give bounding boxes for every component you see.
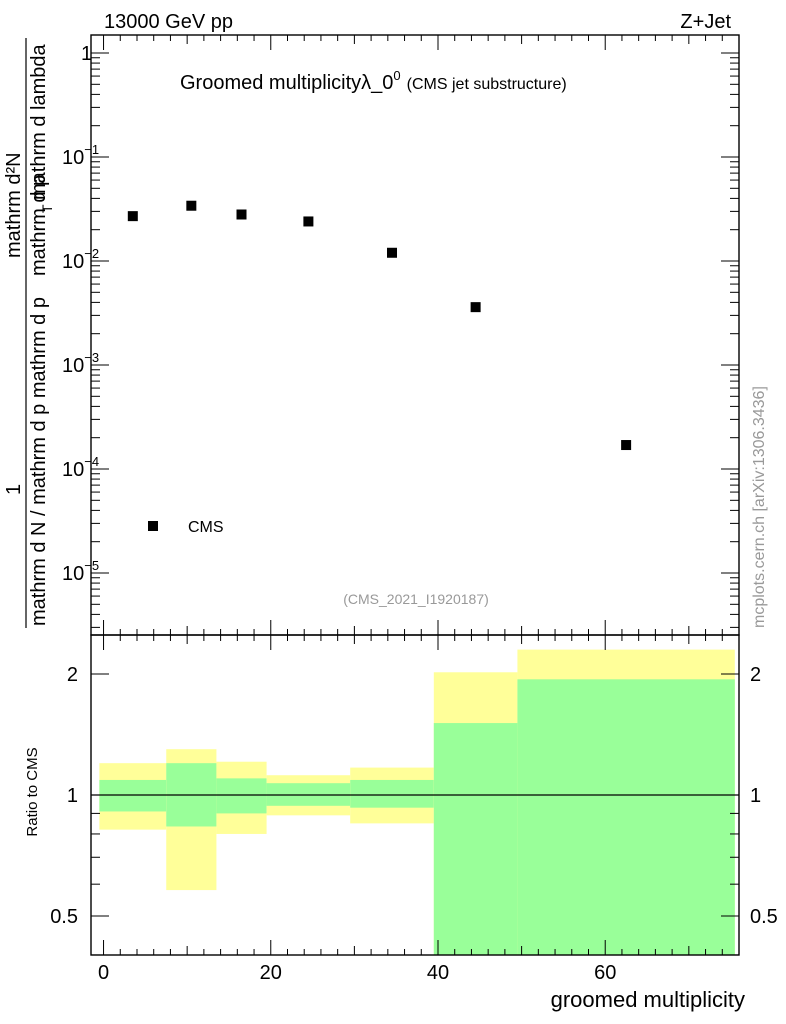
main-y-axis-label: mathrm d²N mathrm d p T mathrm d lambda … <box>3 38 55 628</box>
energy-label: 13000 GeV pp <box>104 11 233 33</box>
ratio-band-inner-2 <box>216 778 267 814</box>
xtick-label-2: 40 <box>427 962 449 984</box>
analysis-id: (CMS_2021_I1920187) <box>343 591 489 607</box>
ratio-band-inner-6 <box>517 679 735 955</box>
side-note: mcplots.cern.ch [arXiv:1306.3436] <box>751 386 768 628</box>
xtick-label-1: 20 <box>260 962 282 984</box>
ylabel-subscript-t: T <box>39 204 55 213</box>
data-point-2 <box>236 209 247 220</box>
legend-entry-cms: CMS <box>188 519 224 536</box>
main-ytick-label-4: 10−4 <box>62 454 99 481</box>
process-label: Z+Jet <box>680 11 731 33</box>
ylabel-line-3: mathrm d lambda <box>28 44 50 200</box>
ratio-band-inner-0 <box>99 779 167 812</box>
main-ytick-label-2: 10−2 <box>62 246 99 273</box>
xtick-label-0: 0 <box>98 962 109 984</box>
ratio-ytick-label-right-2: 0.5 <box>750 906 778 928</box>
legend-marker <box>148 521 158 531</box>
data-point-5 <box>470 302 481 313</box>
data-point-1 <box>186 200 197 211</box>
data-point-6 <box>621 440 632 451</box>
data-point-0 <box>127 211 138 222</box>
xtick-labels: 0 20 40 60 <box>98 962 616 984</box>
main-ytick-label-3: 10−3 <box>62 350 99 377</box>
ratio-band-inner-4 <box>350 779 434 808</box>
plot-title: Groomed multiplicityλ_00 (CMS jet substru… <box>180 68 567 94</box>
xtick-label-3: 60 <box>594 962 616 984</box>
ratio-ytick-label-left-1: 1 <box>67 785 78 807</box>
ratio-ytick-label-right-0: 2 <box>750 664 761 686</box>
ratio-ytick-label-left-0: 2 <box>67 664 78 686</box>
ratio-ytick-labels: 2 2 1 1 0.5 0.5 <box>50 664 778 928</box>
ylabel-numerator-one: 1 <box>3 484 25 495</box>
ylabel-line-1: mathrm d²N <box>3 152 25 258</box>
main-panel-frame <box>90 34 740 636</box>
main-ytick-label-5: 10−5 <box>62 558 99 585</box>
ratio-band-inner-5 <box>433 723 518 955</box>
data-point-4 <box>387 247 398 258</box>
plot-title-suffix: (CMS jet substructure) <box>407 76 567 93</box>
ratio-ytick-label-right-1: 1 <box>750 785 761 807</box>
x-axis-label: groomed multiplicity <box>551 987 745 1012</box>
main-ytick-labels: 1 10−1 10−2 10−3 10−4 10−5 <box>62 43 99 585</box>
ylabel-line-2: mathrm d p <box>28 175 50 276</box>
plot-title-superscript: 0 <box>393 68 400 83</box>
plot-title-symbol: λ_0 <box>361 72 393 94</box>
ylabel-denominator: mathrm d N / mathrm d p mathrm d p <box>28 297 50 626</box>
main-ytick-label-0: 1 <box>81 43 92 65</box>
data-point-3 <box>303 216 314 227</box>
plot-title-main: Groomed multiplicity <box>180 72 361 94</box>
ratio-ytick-label-left-2: 0.5 <box>50 906 78 928</box>
data-markers <box>127 200 632 451</box>
ratio-y-axis-label: Ratio to CMS <box>24 747 41 836</box>
ratio-bands <box>99 649 735 955</box>
axis-ticks <box>91 35 739 956</box>
main-ytick-label-1: 10−1 <box>62 142 99 169</box>
